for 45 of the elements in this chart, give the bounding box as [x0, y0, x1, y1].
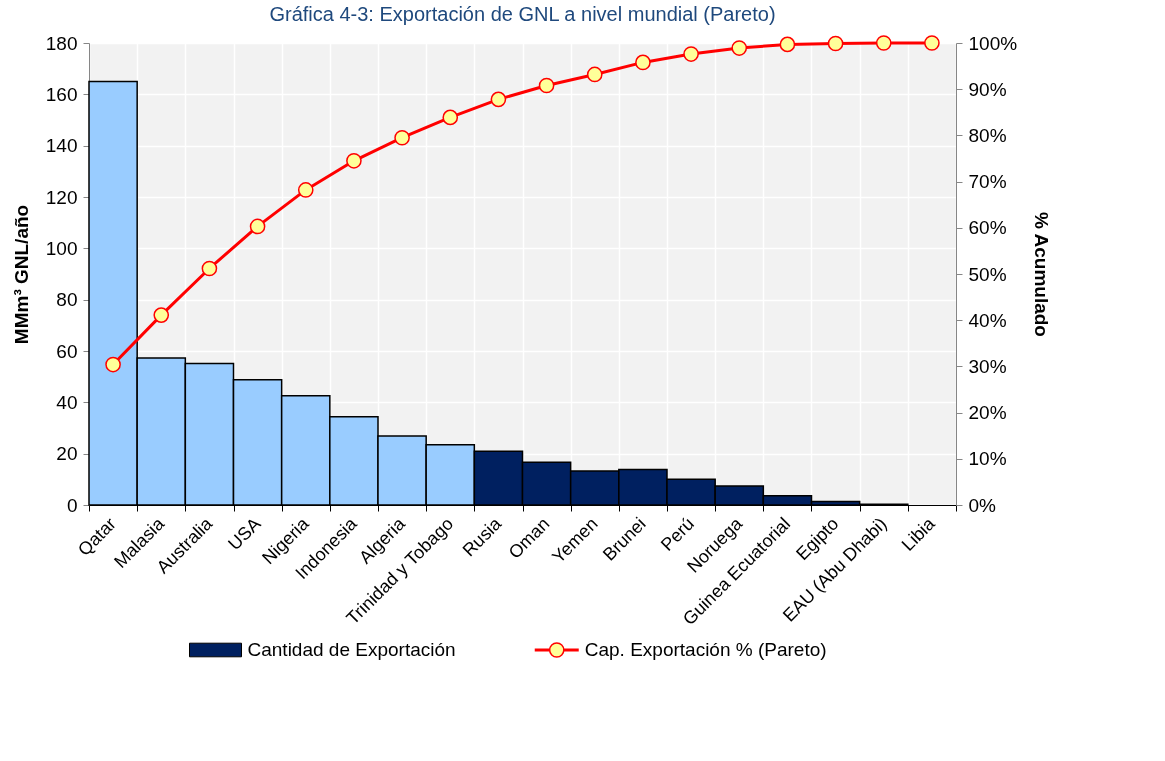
- point: [924, 35, 940, 51]
- point: [394, 129, 410, 146]
- point: [875, 35, 892, 51]
- legend-label: Cap. Exportación % (Pareto): [584, 639, 827, 660]
- y-tick-label: 40: [56, 391, 78, 413]
- y-axis-title: MMm³ GNL/año: [10, 204, 32, 345]
- y2-tick-label: 70%: [968, 171, 1007, 193]
- y2-tick-label: 30%: [968, 355, 1007, 377]
- y2-tick-label: 100%: [968, 32, 1018, 54]
- y2-tick-label: 10%: [968, 448, 1007, 470]
- y2-axis-title: % Acumulado: [1031, 212, 1053, 337]
- y-tick-label: 180: [45, 32, 78, 54]
- point: [586, 66, 603, 83]
- y2-tick-label: 0%: [968, 494, 997, 516]
- point: [731, 40, 748, 56]
- point: [153, 307, 170, 323]
- y2-tick-label: 50%: [968, 263, 1007, 285]
- y2-tick-label: 90%: [968, 78, 1007, 100]
- point: [442, 109, 459, 126]
- point: [490, 91, 507, 108]
- y2-tick-label: 20%: [968, 402, 1007, 424]
- point: [105, 356, 121, 373]
- y2-tick-label: 40%: [968, 309, 1007, 331]
- y-tick-label: 100: [45, 237, 78, 259]
- chart-title: Gráfica 4-3: Exportación de GNL a nivel mundial (Pareto): [269, 2, 776, 25]
- y-tick-label: 80: [56, 289, 78, 311]
- point: [346, 153, 362, 169]
- y2-tick-label: 80%: [968, 124, 1007, 146]
- y-tick-label: 140: [45, 135, 78, 157]
- point: [249, 218, 266, 235]
- y2-tick-label: 60%: [968, 217, 1007, 239]
- y-tick-label: 20: [56, 443, 78, 465]
- y-tick-label: 120: [45, 186, 78, 208]
- x-tick-label: USA: [224, 513, 265, 555]
- point: [538, 77, 555, 94]
- point: [683, 46, 699, 62]
- legend-label: Cantidad de Exportación: [247, 639, 456, 660]
- y-tick-label: 160: [45, 83, 78, 105]
- point: [201, 260, 218, 277]
- point: [827, 35, 844, 52]
- y-tick-label: 60: [56, 340, 78, 362]
- point: [297, 182, 314, 198]
- point: [635, 54, 651, 71]
- point: [779, 36, 796, 53]
- y-tick-label: 0: [66, 494, 78, 516]
